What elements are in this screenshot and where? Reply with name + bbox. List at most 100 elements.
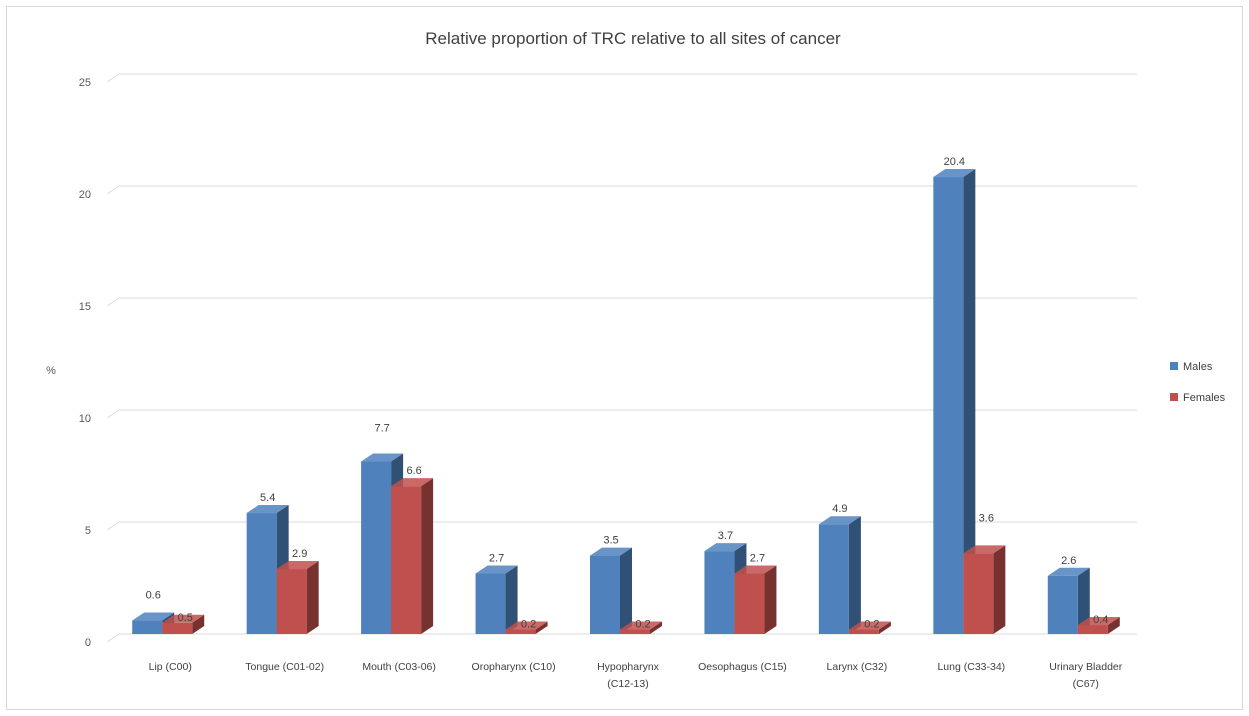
y-tick-label: 10	[79, 413, 91, 425]
data-label: 0.6	[146, 590, 161, 602]
bar	[963, 553, 994, 634]
bar	[361, 461, 392, 634]
bar-side	[1077, 567, 1090, 634]
bar-top	[391, 478, 434, 487]
data-label: 2.9	[292, 548, 307, 560]
data-label: 20.4	[944, 156, 965, 168]
bar-top	[505, 621, 548, 630]
bar-chart: Relative proportion of TRC relative to a…	[46, 29, 1226, 690]
bar-top	[590, 547, 632, 556]
bar-side	[848, 516, 861, 634]
bar	[704, 551, 735, 634]
bar	[475, 573, 506, 634]
data-label: 0.2	[864, 619, 879, 631]
bar	[734, 573, 765, 634]
legend-label: Males	[1183, 361, 1213, 373]
chart-frame: Relative proportion of TRC relative to a…	[6, 6, 1243, 710]
bar	[505, 629, 536, 634]
gridline-depth	[106, 73, 120, 83]
bar-side	[421, 478, 434, 634]
bar-top	[704, 543, 747, 552]
bar-side	[535, 621, 548, 634]
data-label: 3.7	[718, 530, 733, 542]
bar-side	[963, 169, 976, 635]
bar	[1077, 625, 1108, 634]
bar-top	[475, 565, 518, 574]
bar	[620, 629, 650, 634]
data-label: 3.6	[979, 512, 994, 524]
bar-top	[620, 621, 662, 630]
bar	[1047, 575, 1078, 634]
bar	[933, 177, 964, 635]
bar	[848, 629, 879, 634]
bar-top	[246, 505, 289, 514]
legend-swatch	[1170, 362, 1178, 370]
bar-side	[620, 547, 632, 634]
y-tick-label: 0	[85, 637, 91, 649]
chart-title: Relative proportion of TRC relative to a…	[425, 29, 841, 48]
bar-side	[192, 614, 205, 634]
bar-top	[162, 614, 205, 623]
y-tick-label: 5	[85, 525, 91, 537]
bar	[132, 620, 163, 634]
bar-top	[818, 516, 861, 525]
gridline-depth	[106, 521, 120, 531]
category-label: Urinary Bladder (C67)	[1049, 661, 1122, 690]
bar-side	[1107, 617, 1120, 634]
bar	[162, 622, 193, 634]
bar-top	[848, 621, 891, 630]
gridline-depth	[106, 185, 120, 195]
data-labels: 0.6 0.5 5.4 2.9 7.7 6.6 2.7 0.2 3.5 0.2 3.7 2.7 4.9 0…	[146, 156, 1109, 630]
category-label: Oesophagus (C15)	[698, 661, 787, 673]
data-label: 3.5	[603, 535, 618, 547]
bar-top	[276, 561, 319, 570]
bar-top	[734, 565, 777, 574]
gridline-depth	[106, 633, 120, 643]
category-label: Mouth (C03-06)	[362, 661, 436, 673]
data-label: 2.7	[750, 553, 765, 565]
bar	[590, 555, 620, 634]
category-label: Oropharynx (C10)	[472, 661, 556, 673]
data-label: 7.7	[374, 423, 389, 435]
y-axis-label: %	[46, 365, 56, 377]
bar-side	[878, 621, 891, 634]
data-label: 2.7	[489, 553, 504, 565]
bar-side	[505, 565, 518, 634]
data-label: 0.4	[1093, 614, 1108, 626]
legend-label: Females	[1183, 392, 1226, 404]
data-label: 0.2	[635, 619, 650, 631]
gridline-depth	[106, 409, 120, 419]
bars	[132, 169, 1120, 635]
data-label: 4.9	[832, 503, 847, 515]
data-label: 5.4	[260, 492, 275, 504]
bar	[276, 569, 307, 634]
gridline-depth	[106, 297, 120, 307]
bar-top	[361, 453, 404, 462]
y-tick-label: 15	[79, 301, 91, 313]
category-label: Larynx (C32)	[827, 661, 888, 673]
y-axis-ticks: 0 5 10 15 20 25	[79, 77, 91, 649]
data-label: 2.6	[1061, 555, 1076, 567]
bar-top	[1047, 567, 1090, 576]
category-label: Lip (C00)	[149, 661, 192, 673]
data-label: 0.2	[521, 619, 536, 631]
bar-top	[963, 545, 1006, 554]
x-axis-categories: Lip (C00) Tongue (C01-02) Mouth (C03-06) Or…	[149, 661, 1123, 690]
y-tick-label: 20	[79, 189, 91, 201]
bar-top	[132, 612, 175, 621]
bar-side	[650, 621, 662, 634]
y-tick-label: 25	[79, 77, 91, 89]
bar-top	[1077, 617, 1120, 626]
bar	[818, 524, 849, 634]
legend-swatch	[1170, 393, 1178, 401]
bar-side	[764, 565, 777, 634]
bar-top	[933, 169, 976, 178]
data-label: 6.6	[406, 465, 421, 477]
category-label: Hypopharynx (C12-13)	[597, 661, 660, 690]
bar-side	[306, 561, 319, 634]
data-label: 0.5	[178, 612, 193, 624]
bar	[246, 513, 277, 634]
legend: Males Females	[1170, 361, 1226, 404]
category-label: Tongue (C01-02)	[245, 661, 324, 673]
bar	[391, 486, 422, 634]
